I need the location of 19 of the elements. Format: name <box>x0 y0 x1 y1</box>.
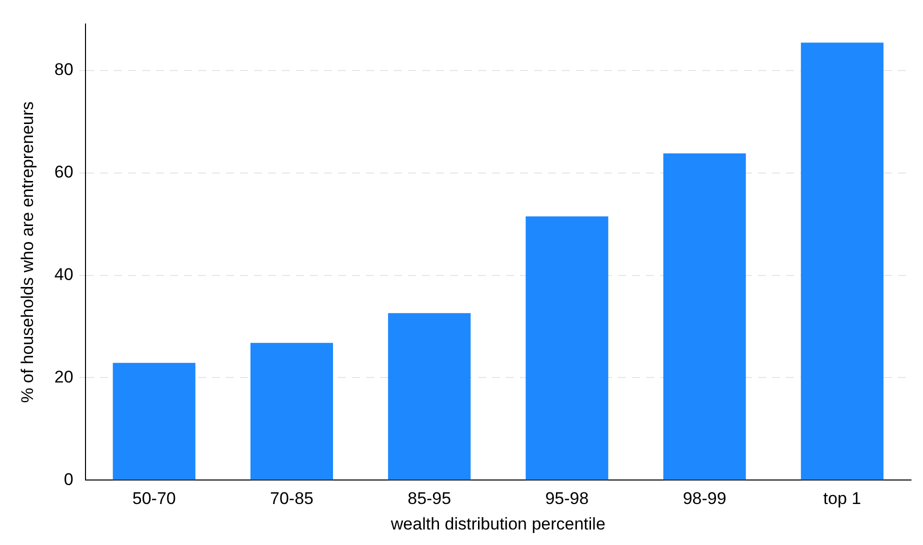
bar <box>663 153 746 480</box>
bar <box>112 362 196 480</box>
y-axis-title: % of households who are entrepreneurs <box>18 101 37 403</box>
bar <box>388 313 471 480</box>
bar <box>250 342 334 480</box>
bar <box>526 216 608 480</box>
x-axis-title: wealth distribution percentile <box>390 514 606 534</box>
x-tick-label: 85-95 <box>408 489 452 508</box>
x-tick-label: top 1 <box>823 489 862 508</box>
bar <box>800 42 884 480</box>
x-tick-label: 98-99 <box>682 489 726 508</box>
y-tick-label: 20 <box>54 367 74 386</box>
y-tick-label: 60 <box>54 162 74 182</box>
y-tick-label: 80 <box>54 60 74 79</box>
x-tick-label: 50-70 <box>132 489 176 508</box>
y-tick-label: 40 <box>54 264 74 284</box>
x-tick-label: 95-98 <box>545 489 589 508</box>
x-tick-label: 70-85 <box>270 489 314 508</box>
y-tick-label: 0 <box>64 470 74 489</box>
